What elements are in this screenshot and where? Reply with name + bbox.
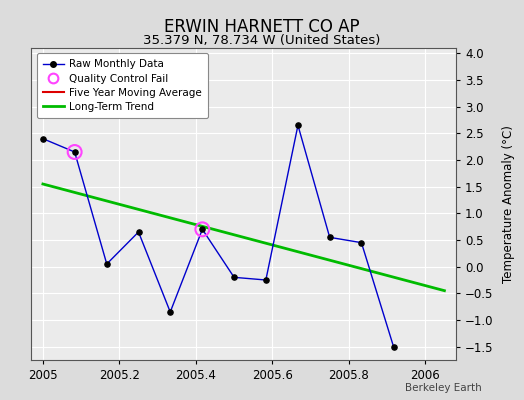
Point [357, 240, 366, 246]
Point [103, 261, 111, 267]
Point [198, 226, 206, 232]
Point [389, 344, 398, 350]
Point [70, 149, 79, 155]
Text: ERWIN HARNETT CO AP: ERWIN HARNETT CO AP [164, 18, 360, 36]
Point [230, 274, 238, 280]
Point [198, 226, 206, 232]
Text: Berkeley Earth: Berkeley Earth [406, 383, 482, 393]
Legend: Raw Monthly Data, Quality Control Fail, Five Year Moving Average, Long-Term Tren: Raw Monthly Data, Quality Control Fail, … [37, 53, 208, 118]
Point [134, 229, 143, 235]
Point [70, 149, 79, 155]
Point [261, 277, 270, 283]
Point [166, 309, 174, 315]
Point [325, 234, 334, 240]
Y-axis label: Temperature Anomaly (°C): Temperature Anomaly (°C) [502, 125, 515, 283]
Point [39, 136, 47, 142]
Text: 35.379 N, 78.734 W (United States): 35.379 N, 78.734 W (United States) [143, 34, 381, 47]
Point [294, 122, 302, 128]
